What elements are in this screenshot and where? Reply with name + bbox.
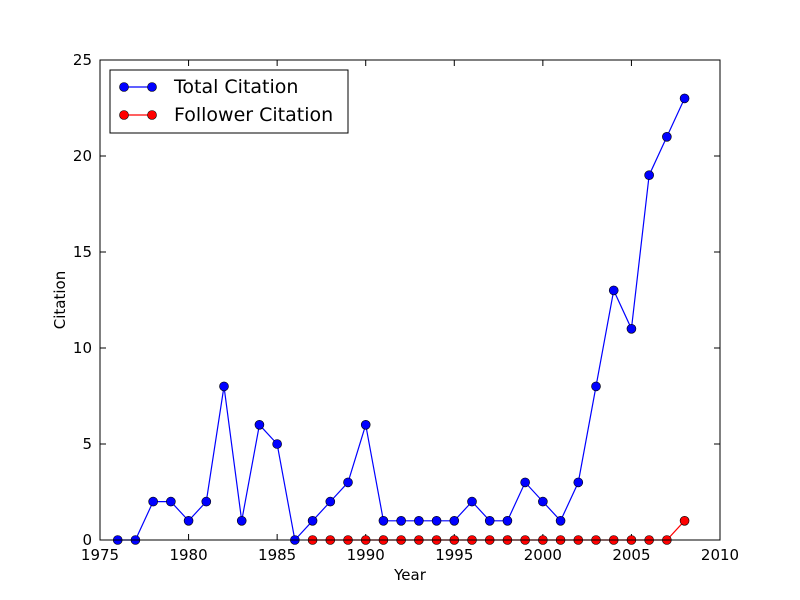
data-point-total-citation xyxy=(626,323,637,334)
data-point-total-citation xyxy=(520,477,530,488)
data-point-total-citation xyxy=(555,515,566,526)
y-tick-label: 10 xyxy=(73,339,92,357)
y-tick-label: 5 xyxy=(82,435,92,453)
data-point-total-citation xyxy=(236,515,247,526)
data-point-total-citation xyxy=(644,170,654,180)
data-point-total-citation xyxy=(360,419,371,430)
plot-frame xyxy=(99,59,721,541)
data-point-follower-citation xyxy=(679,515,690,526)
legend-box xyxy=(109,69,349,134)
y-axis-label: Citation xyxy=(51,271,69,329)
data-point-total-citation xyxy=(414,515,424,526)
legend: Total Citation Follower Citation xyxy=(109,69,349,134)
data-point-total-citation xyxy=(396,515,406,526)
data-point-total-citation xyxy=(148,496,158,507)
data-point-total-citation xyxy=(573,477,584,488)
data-point-total-citation xyxy=(254,419,265,430)
x-tick-label: 2005 xyxy=(612,546,650,564)
data-point-total-citation xyxy=(679,93,690,104)
data-point-total-citation xyxy=(449,515,460,526)
data-point-total-citation xyxy=(325,496,336,507)
data-point-total-citation xyxy=(662,132,672,142)
legend-marker-total-citation xyxy=(119,82,129,92)
data-point-total-citation xyxy=(467,496,477,507)
data-point-total-citation xyxy=(343,477,353,488)
x-tick-label: 2000 xyxy=(524,546,562,564)
data-point-total-citation xyxy=(183,515,194,526)
x-tick-label: 1980 xyxy=(169,546,207,564)
x-tick-label: 1995 xyxy=(435,546,473,564)
data-point-total-citation xyxy=(272,439,282,449)
x-tick-label: 1975 xyxy=(81,546,119,564)
x-tick-label: 1990 xyxy=(347,546,385,564)
y-tick-label: 0 xyxy=(82,531,92,549)
data-point-total-citation xyxy=(378,515,389,526)
legend-label-total-citation: Total Citation xyxy=(173,76,298,98)
y-tick-label: 15 xyxy=(73,243,92,261)
tick-labels: 1975 1980 1985 1990 1995 2000 2005 2010 0 5 10 15 20… xyxy=(73,51,739,564)
series-layer xyxy=(112,93,690,545)
legend-marker-total-citation xyxy=(147,82,157,92)
legend-marker-follower-citation xyxy=(147,110,157,120)
x-axis-label: Year xyxy=(393,566,427,584)
data-point-total-citation xyxy=(219,381,229,392)
x-tick-label: 2010 xyxy=(701,546,739,564)
data-point-total-citation xyxy=(201,496,212,507)
legend-marker-follower-citation xyxy=(119,110,129,120)
data-point-total-citation xyxy=(538,496,548,507)
data-point-total-citation xyxy=(591,381,601,392)
legend-label-follower-citation: Follower Citation xyxy=(174,104,333,126)
data-point-total-citation xyxy=(166,496,176,507)
y-tick-label: 25 xyxy=(73,51,92,69)
data-point-total-citation xyxy=(502,515,513,526)
data-point-total-citation xyxy=(484,515,495,526)
y-tick-label: 20 xyxy=(73,147,92,165)
data-point-total-citation xyxy=(608,285,619,296)
plot-area xyxy=(100,60,720,540)
data-point-total-citation xyxy=(307,515,318,526)
x-tick-label: 1985 xyxy=(258,546,296,564)
data-point-total-citation xyxy=(431,515,442,526)
